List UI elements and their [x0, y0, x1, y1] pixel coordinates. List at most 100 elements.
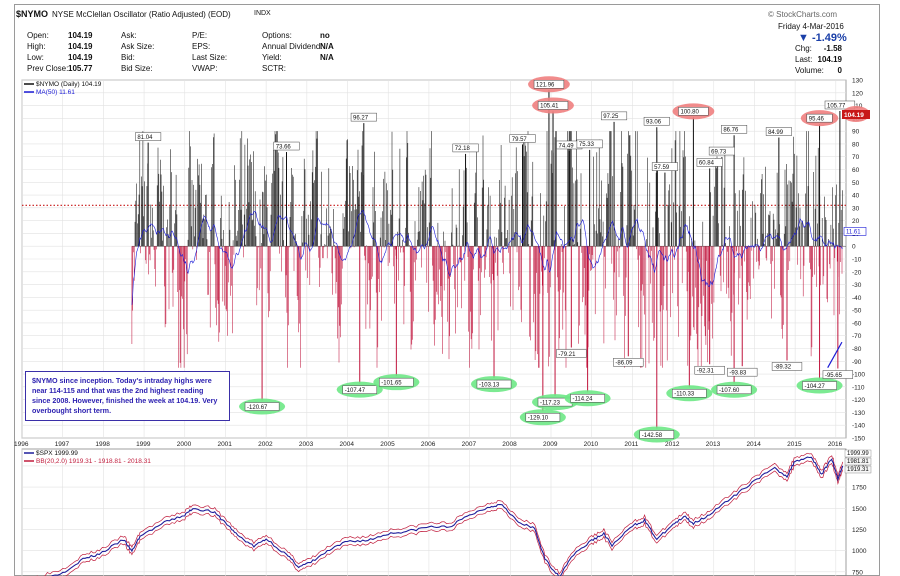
value-label: 86.76 [723, 128, 739, 134]
y-tick-label: -120 [852, 397, 865, 404]
value-label: -107.60 [719, 388, 740, 394]
value-label: 84.99 [768, 130, 784, 136]
value-label: -104.27 [805, 384, 826, 390]
value-label: -95.65 [825, 373, 843, 379]
y-tick-label: 750 [852, 569, 863, 576]
bb-upper [22, 453, 843, 576]
y-tick-label: -110 [852, 384, 865, 391]
value-label: -79.21 [558, 352, 576, 358]
x-tick-label: 2000 [177, 441, 192, 448]
x-tick-label: 1998 [95, 441, 110, 448]
x-tick-label: 2001 [217, 441, 232, 448]
value-label: 100.80 [681, 110, 700, 116]
x-tick-label: 2012 [665, 441, 680, 448]
value-label: -107.47 [345, 388, 366, 394]
value-label: 69.73 [711, 149, 727, 155]
value-label: 72.18 [455, 146, 471, 152]
value-label: 95.46 [809, 116, 825, 122]
value-label: 75.33 [579, 142, 595, 148]
last-value-label: 104.19 [844, 112, 864, 119]
price-label: 1919.31 [847, 467, 869, 473]
y-tick-label: -10 [852, 257, 862, 264]
y-tick-label: 60 [852, 167, 860, 174]
value-label: 60.84 [699, 161, 715, 167]
y-tick-label: 40 [852, 193, 860, 200]
value-label: -92.31 [697, 369, 715, 375]
y-tick-label: -20 [852, 269, 862, 276]
legend-spx: $SPX 1999.99 [36, 450, 78, 457]
value-label: -129.10 [528, 416, 549, 422]
value-label: 97.25 [603, 114, 619, 120]
y-tick-label: 50 [852, 180, 860, 187]
value-label: -86.09 [615, 361, 633, 367]
x-tick-label: 2011 [624, 441, 638, 448]
y-tick-label: 1750 [852, 485, 867, 492]
x-tick-label: 2007 [462, 441, 477, 448]
value-label: 105.77 [827, 103, 846, 109]
value-label: -142.58 [642, 433, 663, 439]
spx-panel: 20001750150012501000750$SPX 1999.99BB(20… [22, 449, 871, 576]
value-label: 93.06 [646, 120, 662, 126]
value-label: 74.49 [559, 143, 575, 149]
y-tick-label: 90 [852, 129, 860, 136]
x-tick-label: 2010 [584, 441, 599, 448]
value-label: 81.04 [137, 135, 153, 141]
y-tick-label: 1000 [852, 548, 867, 555]
y-tick-label: -140 [852, 423, 865, 430]
value-label: 121.96 [536, 83, 555, 89]
y-tick-label: 30 [852, 205, 860, 212]
spx-plot-area [22, 449, 846, 576]
y-tick-label: 0 [852, 244, 856, 251]
x-tick-label: 2004 [340, 441, 355, 448]
value-label: 96.27 [353, 115, 369, 121]
x-tick-label: 1996 [14, 441, 29, 448]
ma-value-label: 11.61 [846, 229, 861, 235]
y-tick-label: 1500 [852, 506, 867, 513]
x-tick-label: 2016 [828, 441, 843, 448]
x-tick-label: 2009 [543, 441, 558, 448]
value-label: -110.33 [674, 392, 695, 398]
x-tick-label: 2015 [787, 441, 802, 448]
value-label: -93.83 [729, 370, 747, 376]
x-tick-label: 1997 [55, 441, 70, 448]
x-tick-label: 1999 [136, 441, 151, 448]
y-tick-label: 120 [852, 90, 863, 97]
y-tick-label: -130 [852, 410, 865, 417]
y-tick-label: -150 [852, 436, 865, 443]
x-tick-label: 2005 [380, 441, 395, 448]
y-tick-label: -90 [852, 359, 862, 366]
y-tick-label: -100 [852, 372, 865, 379]
y-tick-label: 70 [852, 154, 860, 161]
y-tick-label: -60 [852, 320, 862, 327]
x-tick-label: 2006 [421, 441, 436, 448]
legend-ma: MA(50) 11.61 [36, 89, 75, 96]
x-tick-label: 2008 [502, 441, 517, 448]
value-label: -89.32 [774, 365, 792, 371]
legend-bb: BB(20,2.0) 1919.31 - 1918.81 - 2018.31 [36, 458, 151, 465]
y-tick-label: -50 [852, 308, 862, 315]
price-label: 1999.99 [847, 451, 869, 457]
value-label: 73.66 [276, 144, 292, 150]
value-label: 79.57 [512, 137, 528, 143]
annotation-note: $NYMO since inception. Today's intraday … [25, 371, 230, 421]
trend-line [828, 342, 842, 368]
value-label: 105.41 [540, 104, 559, 110]
spx-line [22, 457, 843, 576]
y-tick-label: 1250 [852, 527, 867, 534]
value-label: -114.24 [573, 397, 594, 403]
price-label: 1981.81 [847, 459, 869, 465]
bb-lower [22, 461, 843, 576]
value-label: -120.67 [247, 405, 268, 411]
x-tick-label: 2002 [258, 441, 273, 448]
value-label: -117.23 [540, 400, 561, 406]
value-label: -103.13 [479, 382, 500, 388]
value-label: 57.59 [654, 165, 670, 171]
y-tick-label: -30 [852, 282, 862, 289]
y-tick-label: -80 [852, 346, 862, 353]
y-tick-label: 130 [852, 78, 863, 85]
x-tick-label: 2013 [706, 441, 721, 448]
y-tick-label: 80 [852, 141, 860, 148]
